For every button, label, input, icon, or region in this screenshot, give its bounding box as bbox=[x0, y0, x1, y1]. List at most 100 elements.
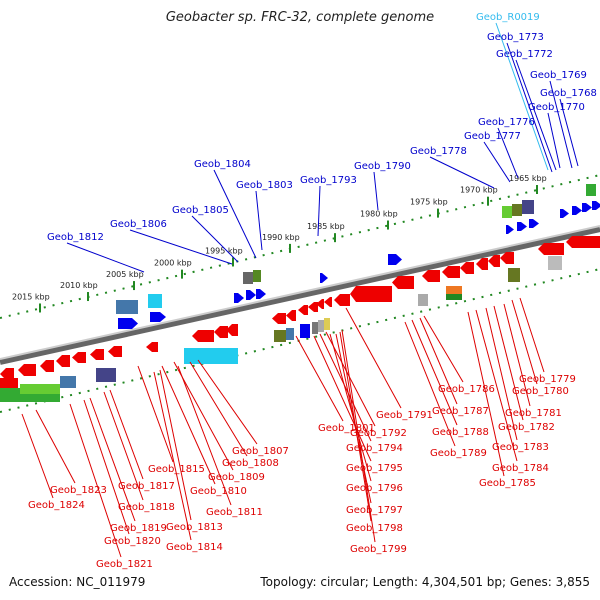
backbone-highlight bbox=[0, 225, 600, 360]
gene-feature bbox=[118, 318, 138, 329]
leader-line bbox=[497, 127, 519, 179]
gene-label: Geob_1820 bbox=[104, 536, 161, 547]
gene-feature bbox=[506, 225, 514, 234]
leader-line bbox=[493, 305, 524, 421]
leader-line bbox=[153, 371, 192, 541]
gene-label: Geob_1815 bbox=[148, 464, 205, 475]
leader-line bbox=[429, 156, 495, 189]
gene-feature bbox=[422, 270, 440, 282]
gene-feature bbox=[324, 297, 332, 307]
gene-feature bbox=[476, 258, 488, 270]
leader-line bbox=[519, 297, 545, 373]
gene-label: Geob_1807 bbox=[232, 446, 289, 457]
gene-label: Geob_1797 bbox=[346, 505, 403, 516]
gene-label: Geob_1795 bbox=[346, 463, 403, 474]
kbp-tick-label: 1975 kbp bbox=[410, 198, 448, 207]
leader-line bbox=[83, 399, 130, 535]
kbp-tick-label: 1980 kbp bbox=[360, 210, 398, 219]
gene-feature bbox=[40, 360, 54, 372]
gene-feature bbox=[253, 270, 261, 282]
gene-feature bbox=[286, 328, 294, 340]
gene-label: Geob_1814 bbox=[166, 542, 223, 553]
gene-label: Geob_1806 bbox=[110, 219, 167, 230]
gene-label: Geob_1784 bbox=[492, 463, 549, 474]
gene-label: Geob_1777 bbox=[464, 131, 521, 142]
gene-feature bbox=[392, 276, 414, 289]
leader-line bbox=[189, 361, 248, 457]
gene-label: Geob_1786 bbox=[438, 384, 495, 395]
leader-line bbox=[159, 369, 192, 521]
gene-feature bbox=[572, 206, 582, 215]
gene-label: Geob_1789 bbox=[430, 448, 487, 459]
kbp-tick-label: 1985 kbp bbox=[307, 222, 345, 231]
gene-feature bbox=[350, 286, 392, 302]
leader-line bbox=[503, 303, 531, 407]
gene-feature bbox=[517, 222, 527, 231]
leader-line bbox=[313, 335, 372, 462]
leader-line bbox=[485, 307, 518, 441]
leader-line bbox=[317, 185, 321, 237]
kbp-tick-label: 2000 kbp bbox=[154, 259, 192, 268]
leader-line bbox=[255, 190, 263, 251]
gene-feature bbox=[18, 364, 36, 376]
gene-label: Geob_1770 bbox=[528, 102, 585, 113]
gene-label: Geob_1791 bbox=[376, 410, 433, 421]
leader-line bbox=[21, 413, 54, 499]
accession-text: Accession: NC_011979 bbox=[9, 575, 146, 589]
gene-feature bbox=[560, 209, 569, 218]
gene-feature bbox=[108, 346, 122, 357]
gene-feature bbox=[272, 313, 286, 324]
gene-feature bbox=[592, 201, 600, 210]
leader-line bbox=[467, 311, 505, 477]
gene-label: Geob_1823 bbox=[50, 485, 107, 496]
gene-feature bbox=[116, 300, 138, 314]
leader-line bbox=[335, 333, 372, 504]
gene-feature bbox=[0, 378, 18, 390]
leader-line bbox=[197, 359, 258, 445]
kbp-tick-label: 2010 kbp bbox=[60, 281, 98, 290]
gene-label: Geob_1817 bbox=[118, 481, 175, 492]
leader-line bbox=[295, 335, 344, 422]
leader-line bbox=[177, 365, 232, 506]
gene-feature bbox=[234, 293, 244, 303]
gene-label: Geob_1778 bbox=[410, 146, 467, 157]
leader-line bbox=[404, 321, 456, 447]
gene-label: Geob_1819 bbox=[110, 523, 167, 534]
leader-line bbox=[547, 112, 561, 169]
gene-feature bbox=[148, 294, 162, 308]
gene-label: Geob_1811 bbox=[206, 507, 263, 518]
leader-line bbox=[109, 389, 144, 480]
gene-feature bbox=[500, 252, 514, 264]
gene-feature bbox=[460, 262, 474, 274]
gene-feature bbox=[388, 254, 402, 265]
gene-label: Geob_1798 bbox=[346, 523, 403, 534]
kbp-tick-label: 2005 kbp bbox=[106, 270, 144, 279]
gene-label: Geob_1810 bbox=[190, 486, 247, 497]
gene-label: Geob_1813 bbox=[166, 522, 223, 533]
kbp-tick-label: 1990 kbp bbox=[262, 233, 300, 242]
kbp-tick-label: 1995 kbp bbox=[205, 246, 243, 255]
gene-feature bbox=[192, 330, 214, 342]
gene-feature bbox=[72, 352, 86, 363]
gene-feature bbox=[20, 384, 60, 394]
leader-line bbox=[191, 215, 239, 263]
map-title: Geobacter sp. FRC-32, complete genome bbox=[165, 10, 435, 25]
gene-feature bbox=[334, 294, 350, 306]
gene-feature bbox=[214, 326, 228, 338]
backbone-line bbox=[0, 226, 600, 365]
gene-label: Geob_1780 bbox=[512, 386, 569, 397]
gene-feature bbox=[90, 349, 104, 360]
gene-label: Geob_1818 bbox=[118, 502, 175, 513]
gene-label: Geob_1803 bbox=[236, 180, 293, 191]
gene-label: Geob_1809 bbox=[208, 472, 265, 483]
gene-label: Geob_1783 bbox=[492, 442, 549, 453]
gene-feature bbox=[566, 236, 600, 248]
kbp-tick-label: 1970 kbp bbox=[460, 186, 498, 195]
lower-tick-guide bbox=[0, 268, 600, 413]
gene-feature bbox=[418, 294, 428, 306]
kbp-tick-label: 2015 kbp bbox=[12, 292, 50, 301]
leader-line bbox=[515, 59, 557, 171]
leader-line bbox=[329, 333, 372, 482]
gene-feature bbox=[298, 305, 308, 315]
